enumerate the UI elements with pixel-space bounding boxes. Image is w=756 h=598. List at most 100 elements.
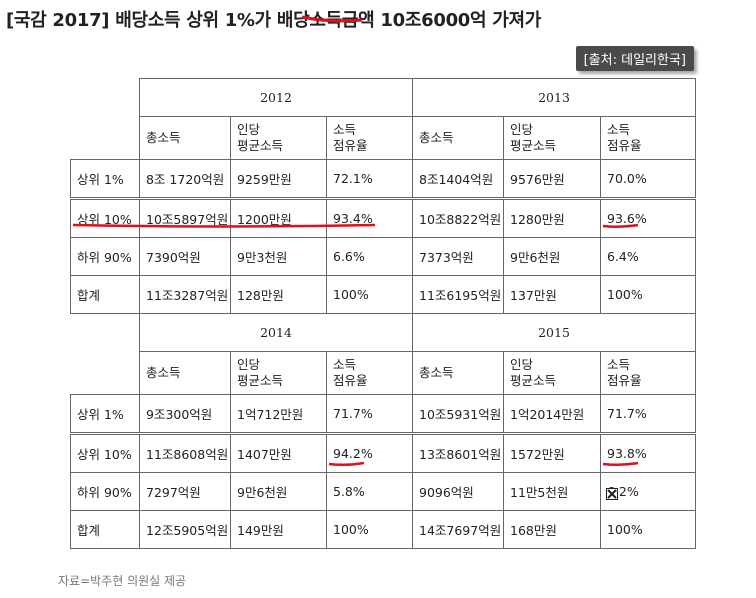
table-cell: 9조300억원 <box>139 394 231 434</box>
col-header-line: 인당 <box>510 122 534 137</box>
table-cell: 9만6천원 <box>503 237 601 276</box>
col-header-per-person: 인당 평균소득 <box>503 351 601 395</box>
col-header-line: 소득 <box>607 122 631 137</box>
row-label: 상위 10% <box>70 197 140 238</box>
table-cell: 8조1404억원 <box>412 159 504 199</box>
table-cell: 11조8608억원 <box>139 432 231 473</box>
year-header-row: 2012 2013 <box>70 78 696 160</box>
col-header-line: 점유율 <box>333 373 368 388</box>
table-cell: 7373억원 <box>412 237 504 276</box>
table-cell: 149만원 <box>230 510 327 549</box>
table-cell: 1572만원 <box>503 432 601 473</box>
table-row: 상위 10% 10조5897억원 1200만원 93.4% 10조8822억원 1280만… <box>70 197 696 238</box>
table-cell: 11조6195억원 <box>412 275 504 314</box>
dividend-table-area: 2012 2013 총소득 인당 평균소득 소득 점유율 총소득 인당 평균소득 소득 점유율 상위 1… <box>70 78 696 549</box>
table-cell: 94.2% <box>326 432 413 473</box>
table-cell: 9576만원 <box>503 159 601 199</box>
table-cell: 137만원 <box>503 275 601 314</box>
table-cell: 10조5931억원 <box>412 394 504 434</box>
corner-blank-cell <box>70 313 140 395</box>
table-cell: 9만6천원 <box>230 472 327 511</box>
col-header-line: 인당 <box>510 357 534 372</box>
table-cell: 93.8% <box>600 432 696 473</box>
col-header-total-income: 총소득 <box>412 351 504 395</box>
table-cell: 72.1% <box>326 159 413 199</box>
year-header-row: 2014 2015 <box>70 313 696 395</box>
col-header-per-person: 인당 평균소득 <box>230 116 327 160</box>
table-cell: 100% <box>326 510 413 549</box>
table-cell: 100% <box>326 275 413 314</box>
table-cell: 11만5천원 <box>503 472 601 511</box>
source-footnote: 자료=박주현 의원실 제공 <box>58 574 187 588</box>
column-header-row: 총소득 인당 평균소득 소득 점유율 총소득 인당 평균소득 소득 점유율 <box>71 351 696 395</box>
row-label: 상위 1% <box>70 394 140 434</box>
col-header-line: 평균소득 <box>510 138 557 153</box>
table-cell: 7297억원 <box>139 472 231 511</box>
table-row: 상위 1% 8조 1720억원 9259만원 72.1% 8조1404억원 9576만원 7… <box>70 159 696 199</box>
col-header-line: 평균소득 <box>510 373 557 388</box>
table-row: 합계 11조3287억원 128만원 100% 11조6195억원 137만원 100% <box>70 275 696 314</box>
table-cell: 1200만원 <box>230 197 327 238</box>
table-cell: 6.6% <box>326 237 413 276</box>
col-header-share: 소득 점유율 <box>600 351 696 395</box>
table-cell: 8조 1720억원 <box>139 159 231 199</box>
col-header-line: 소득 <box>333 357 357 372</box>
table-row: 합계 12조5905억원 149만원 100% 14조7697억원 168만원 100% <box>70 510 696 549</box>
source-label: [출처: 데일리한국] <box>575 46 694 71</box>
col-header-total-income: 총소득 <box>139 116 231 160</box>
table-cell: 93.6% <box>600 197 696 238</box>
table-cell: 1억2014만원 <box>503 394 601 434</box>
table-cell: 71.7% <box>600 394 696 434</box>
table-cell: 12조5905억원 <box>139 510 231 549</box>
col-header-line: 소득 <box>333 122 357 137</box>
table-cell: 6.4% <box>600 237 696 276</box>
year-header: 2014 <box>139 313 413 352</box>
table-cell: 71.7% <box>326 394 413 434</box>
col-header-total-income: 총소득 <box>139 351 231 395</box>
table-cell: 10조5897억원 <box>139 197 231 238</box>
row-label: 상위 10% <box>70 432 140 473</box>
table-cell: 1280만원 <box>503 197 601 238</box>
table-cell: 10조8822억원 <box>412 197 504 238</box>
table-cell: 14조7697억원 <box>412 510 504 549</box>
col-header-share: 소득 점유율 <box>600 116 696 160</box>
col-header-line: 인당 <box>237 122 261 137</box>
table-cell: 100% <box>600 510 696 549</box>
table-cell: 128만원 <box>230 275 327 314</box>
table-cell: 7390억원 <box>139 237 231 276</box>
table-cell: 13조8601억원 <box>412 432 504 473</box>
year-header: 2015 <box>412 313 696 352</box>
year-header: 2013 <box>412 78 696 117</box>
headline-strike-mark <box>301 15 363 23</box>
table-row: 하위 90% 7390억원 9만3천원 6.6% 7373억원 9만6천원 6.4% <box>70 237 696 276</box>
row-label: 하위 90% <box>70 237 140 276</box>
col-header-line: 평균소득 <box>237 138 284 153</box>
year-header: 2012 <box>139 78 413 117</box>
table-cell: 93.4% <box>326 197 413 238</box>
table-cell: 11조3287억원 <box>139 275 231 314</box>
headline: [국감 2017] 배당소득 상위 1%가 배당소득금액 10조6000억 가져… <box>6 10 542 31</box>
table-cell: 9259만원 <box>230 159 327 199</box>
table-cell: 100% <box>600 275 696 314</box>
col-header-per-person: 인당 평균소득 <box>230 351 327 395</box>
table-cell: 1억712만원 <box>230 394 327 434</box>
col-header-per-person: 인당 평균소득 <box>503 116 601 160</box>
table-cell: 168만원 <box>503 510 601 549</box>
table-row: 하위 90% 7297억원 9만6천원 5.8% 9096억원 11만5천원 6.2% <box>70 472 696 511</box>
table-cell: 9096억원 <box>412 472 504 511</box>
broken-image-icon <box>606 488 618 500</box>
col-header-line: 소득 <box>607 357 631 372</box>
table-cell: 70.0% <box>600 159 696 199</box>
dividend-income-table: 2012 2013 총소득 인당 평균소득 소득 점유율 총소득 인당 평균소득 소득 점유율 상위 1… <box>70 78 696 549</box>
row-label: 합계 <box>70 275 140 314</box>
col-header-line: 평균소득 <box>237 373 284 388</box>
col-header-share: 소득 점유율 <box>326 116 413 160</box>
col-header-line: 인당 <box>237 357 261 372</box>
col-header-line: 점유율 <box>607 138 642 153</box>
col-header-share: 소득 점유율 <box>326 351 413 395</box>
col-header-total-income: 총소득 <box>412 116 504 160</box>
row-label: 하위 90% <box>70 472 140 511</box>
table-cell: 5.8% <box>326 472 413 511</box>
corner-blank-cell <box>70 78 140 160</box>
col-header-line: 점유율 <box>333 138 368 153</box>
